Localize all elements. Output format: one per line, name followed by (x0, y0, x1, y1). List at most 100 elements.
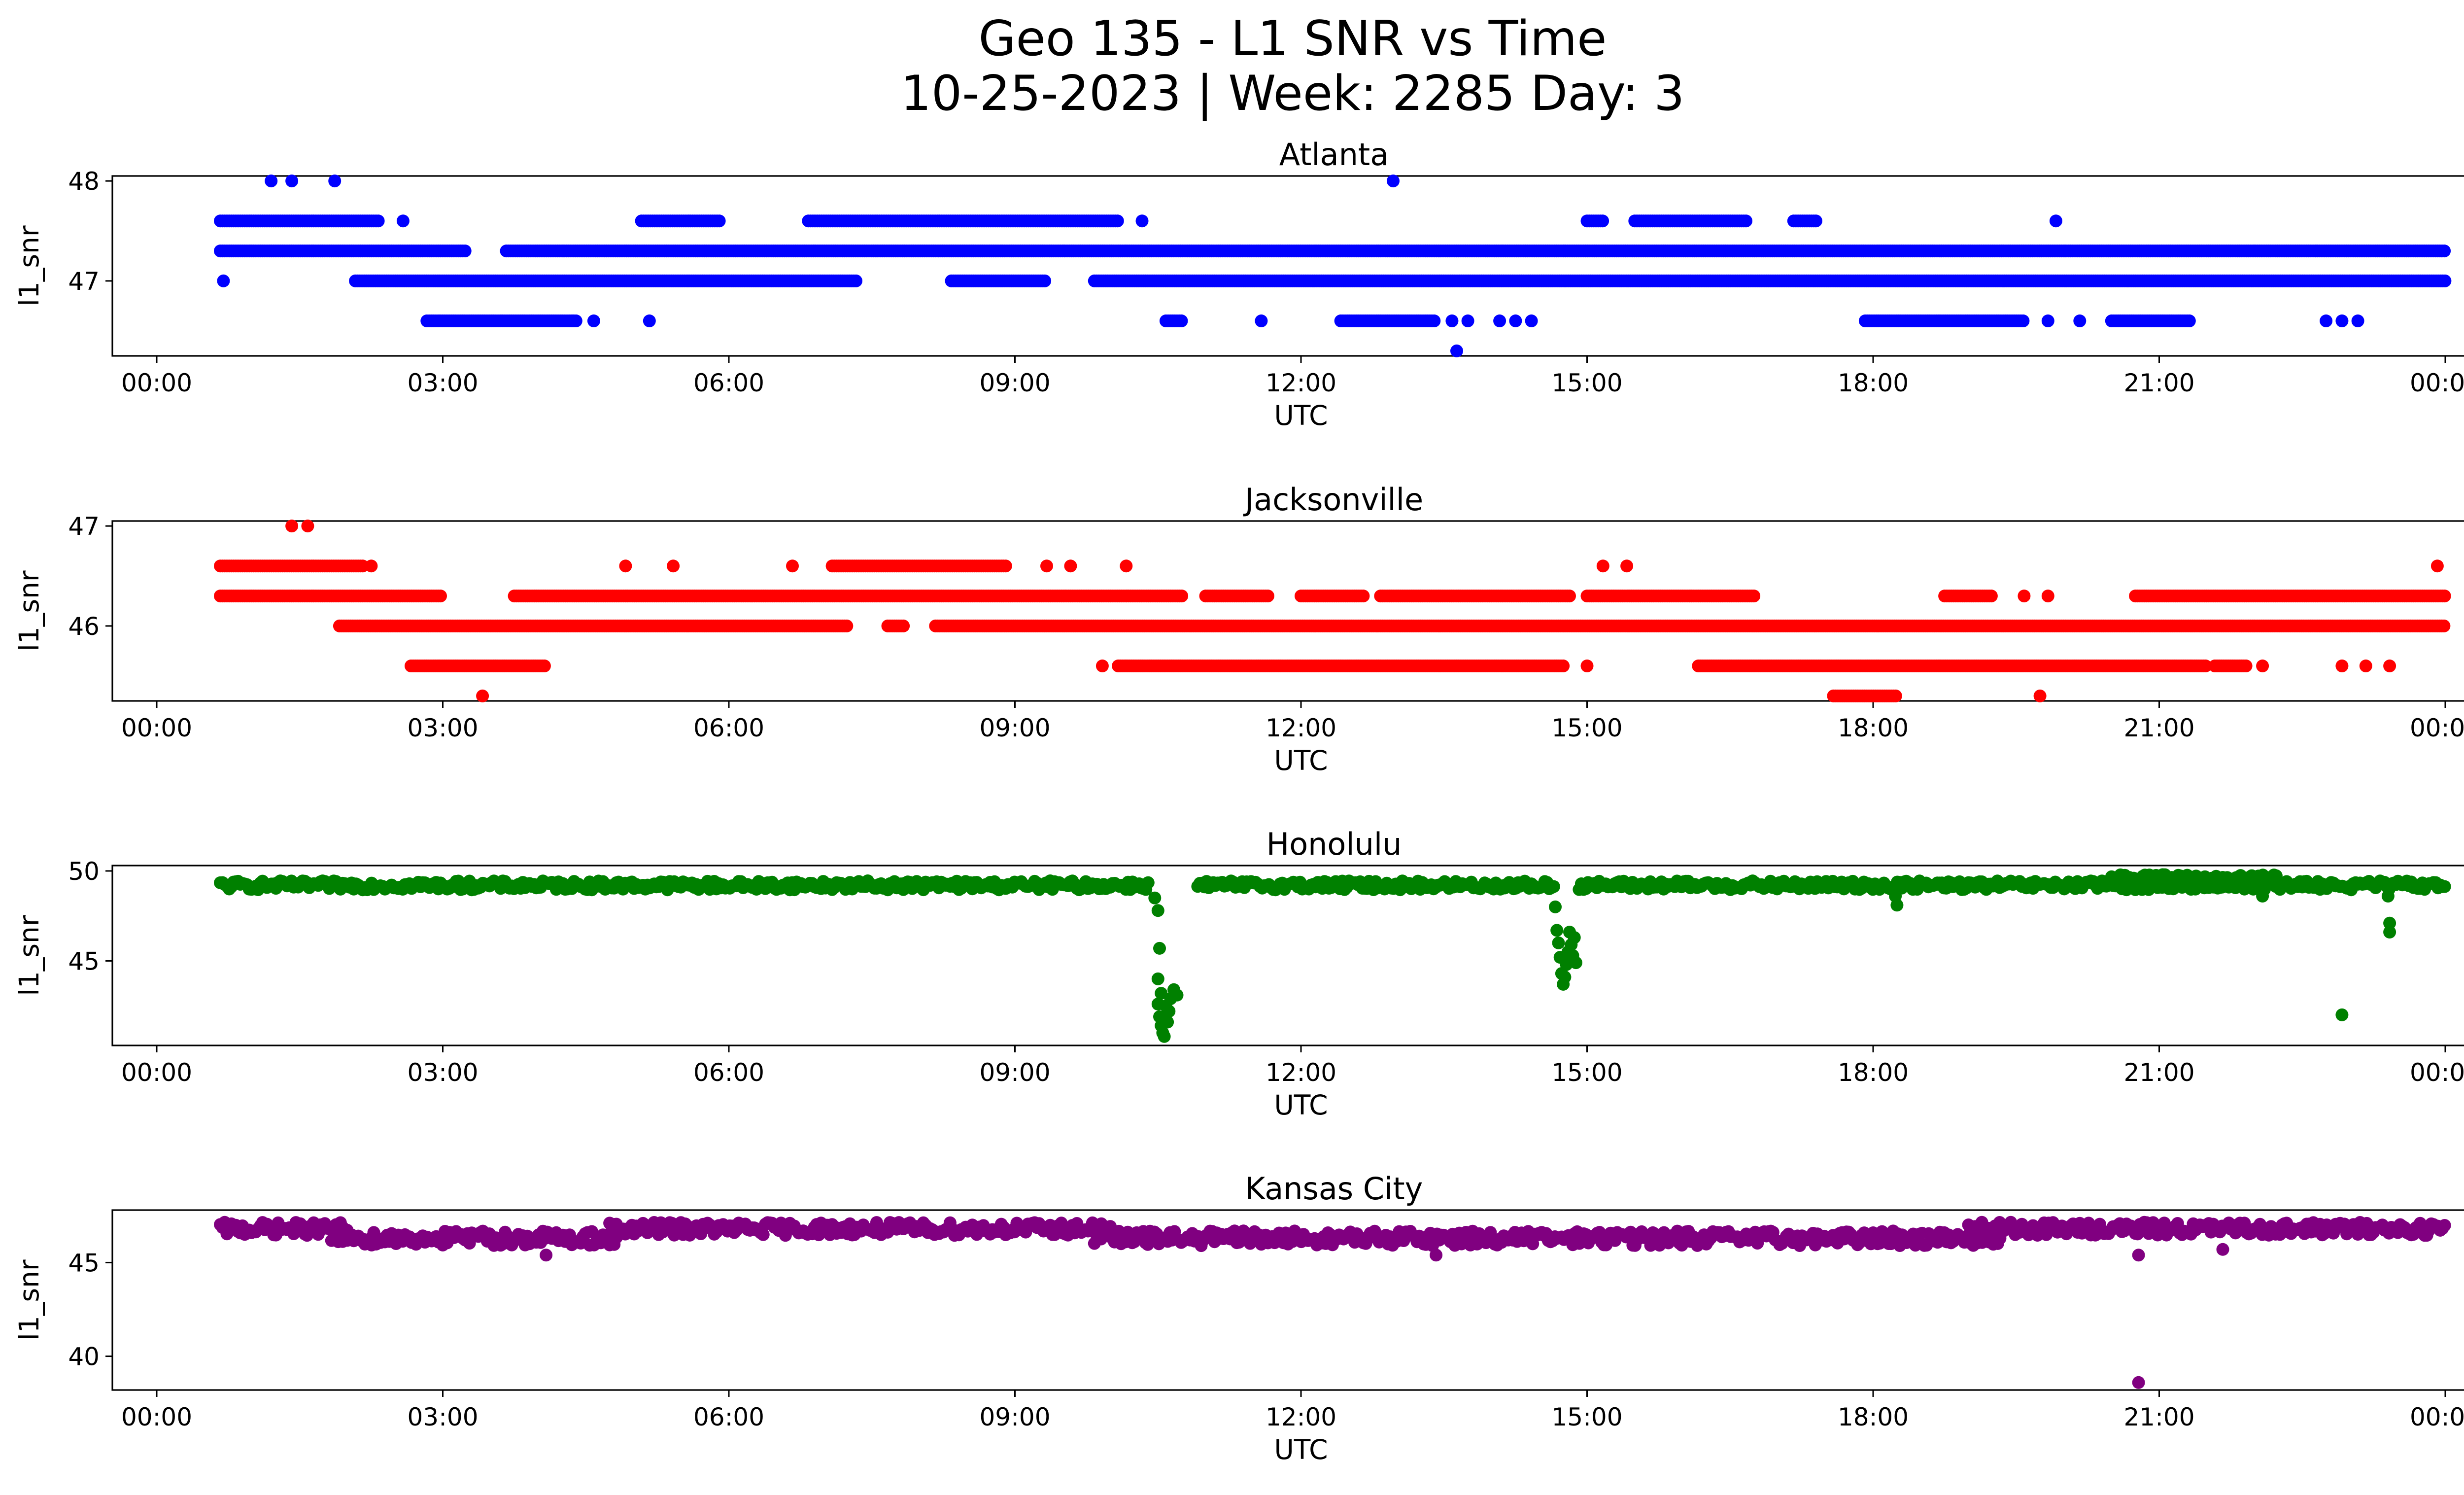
y-axis-label: l1_snr (13, 915, 45, 996)
data-point (786, 559, 799, 573)
y-tick-label: 50 (68, 857, 100, 886)
data-point (1135, 214, 1149, 228)
data-point (458, 244, 472, 258)
data-point (1428, 314, 1441, 327)
x-tick-label: 21:00 (2123, 714, 2194, 742)
data-point (1038, 274, 1052, 287)
x-axis-label: UTC (1274, 400, 1328, 431)
data-point (2438, 590, 2451, 603)
data-point (2351, 314, 2364, 327)
x-tick-label: 03:00 (407, 714, 478, 742)
y-tick-label: 46 (68, 612, 100, 641)
data-point (850, 274, 862, 287)
data-point (396, 214, 410, 228)
data-point (1740, 214, 1752, 228)
data-point (667, 559, 680, 573)
y-tick-label: 47 (68, 512, 100, 541)
data-point (840, 619, 854, 632)
subplot-title: Honolulu (1266, 826, 1402, 862)
x-tick-label: 18:00 (1838, 714, 1909, 742)
data-point (1580, 660, 1594, 672)
data-point (372, 214, 385, 228)
data-point (2049, 214, 2062, 228)
x-tick-label: 06:00 (693, 369, 764, 397)
data-point (2438, 244, 2451, 258)
x-tick-label: 18:00 (1838, 1058, 1909, 1087)
data-point (301, 520, 314, 533)
data-point (434, 590, 447, 603)
data-point (1120, 559, 1133, 573)
data-point (2359, 660, 2372, 672)
data-point (1620, 559, 1634, 573)
x-tick-label: 00:00 (2410, 714, 2464, 742)
x-tick-label: 09:00 (979, 1058, 1050, 1087)
data-point (566, 314, 580, 327)
data-point (2335, 314, 2349, 327)
data-point (328, 174, 342, 188)
data-point (265, 174, 278, 188)
x-tick-label: 00:00 (121, 369, 192, 397)
scatter-series (214, 174, 2452, 357)
x-tick-label: 12:00 (1266, 1058, 1336, 1087)
data-point (1111, 214, 1124, 228)
x-tick-label: 06:00 (693, 1058, 764, 1087)
x-tick-label: 09:00 (979, 714, 1050, 742)
data-point (1095, 660, 1109, 672)
data-point (2073, 314, 2087, 327)
data-point (1809, 214, 1822, 228)
data-point (1563, 590, 1576, 603)
data-point (1040, 559, 1053, 573)
data-point (1387, 174, 1400, 188)
data-point (643, 314, 656, 327)
data-point (217, 274, 230, 287)
data-point (619, 559, 632, 573)
data-point (1747, 590, 1761, 603)
x-tick-label: 06:00 (693, 714, 764, 742)
x-tick-label: 15:00 (1551, 1058, 1622, 1087)
data-point (1889, 689, 1902, 702)
x-tick-label: 21:00 (2123, 369, 2194, 397)
data-point (2320, 314, 2333, 327)
data-point (285, 174, 299, 188)
data-point (2437, 619, 2451, 632)
x-tick-label: 03:00 (407, 1058, 478, 1087)
x-tick-label: 12:00 (1266, 714, 1336, 742)
data-point (587, 314, 600, 327)
figure-title-line2: 10-25-2023 | Week: 2285 Day: 3 (901, 66, 1685, 122)
x-tick-label: 00:00 (121, 714, 192, 742)
axes-frame (111, 175, 2464, 357)
y-tick-label: 45 (68, 947, 100, 975)
data-point (1596, 214, 1609, 228)
data-point (538, 660, 551, 672)
figure-title-line1: Geo 135 - L1 SNR vs Time (979, 11, 1607, 67)
data-point (2041, 314, 2054, 327)
data-point (1255, 314, 1268, 327)
data-point (1450, 344, 1463, 357)
data-point (713, 214, 726, 228)
data-point (2383, 660, 2396, 672)
x-axis-label: UTC (1274, 745, 1328, 776)
data-point (2041, 590, 2054, 603)
subplot-title: Jacksonville (1243, 482, 1423, 518)
data-point (2256, 660, 2269, 672)
x-tick-label: 15:00 (1551, 714, 1622, 742)
x-axis-label: UTC (1274, 1089, 1328, 1121)
y-tick-label: 47 (68, 267, 100, 296)
data-point (1493, 314, 1506, 327)
data-point (1509, 314, 1522, 327)
data-point (2033, 689, 2047, 702)
y-tick-label: 48 (68, 167, 100, 196)
data-point (1557, 660, 1570, 672)
x-tick-label: 15:00 (1551, 369, 1622, 397)
data-point (476, 689, 489, 702)
data-point (2335, 660, 2349, 672)
x-tick-label: 18:00 (1838, 369, 1909, 397)
data-point (1357, 590, 1370, 603)
data-point (2183, 314, 2196, 327)
data-point (999, 559, 1012, 573)
data-point (2430, 559, 2444, 573)
data-point (1261, 590, 1274, 603)
data-point (1175, 590, 1189, 603)
